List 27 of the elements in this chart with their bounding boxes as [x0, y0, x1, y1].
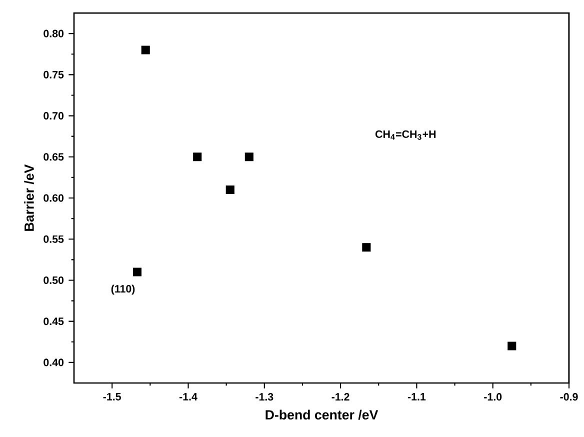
x-tick-label: -1.2: [332, 393, 350, 400]
x-tick-label: -1.1: [408, 393, 426, 400]
y-axis-title: Barrier /eV: [24, 164, 34, 231]
x-axis-title: D-bend center /eV: [266, 410, 378, 420]
x-tick-label: -0.9: [560, 393, 578, 401]
y-tick-label: 0.55: [44, 235, 64, 243]
annotation: (110): [111, 284, 135, 295]
x-tick-label: -1.4: [179, 393, 198, 400]
y-tick-label: 0.60: [44, 194, 64, 202]
point: [244, 152, 254, 162]
annotation: CH$_{4}$=CH$_{3}$+H: [375, 130, 436, 140]
point: [193, 152, 202, 162]
x-tick-label: -1.3: [256, 393, 274, 401]
point: [226, 186, 234, 194]
y-tick-label: 0.75: [44, 70, 64, 78]
point: [362, 243, 371, 252]
x-tick-label: -1.5: [103, 393, 121, 400]
x-tick-label: -1.0: [484, 393, 502, 401]
y-tick-label: 0.80: [44, 30, 64, 38]
y-tick-label: 0.45: [44, 318, 64, 326]
y-tick-label: 0.50: [44, 276, 64, 284]
point: [132, 268, 142, 276]
point: [141, 46, 150, 54]
y-tick-label: 0.65: [44, 153, 64, 161]
y-tick-label: 0.40: [44, 358, 64, 366]
y-tick-label: 0.70: [44, 112, 64, 120]
point: [508, 342, 516, 350]
